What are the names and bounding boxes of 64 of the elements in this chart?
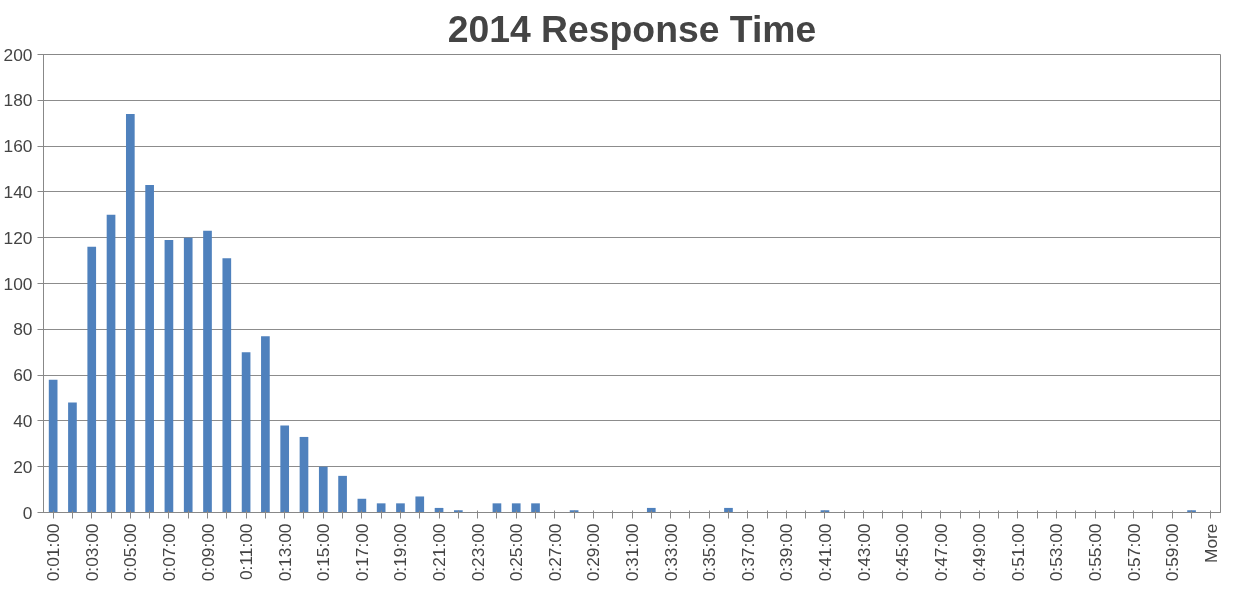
y-tick-label: 0 [22,502,33,523]
x-tick-label: 0:19:00 [390,523,411,582]
x-tick-label: 0:17:00 [351,523,372,582]
x-tick-label: 0:27:00 [544,523,565,582]
x-tick-label: 0:13:00 [274,523,295,582]
bar [125,114,135,513]
x-tick-label: 0:31:00 [622,523,642,582]
y-tick-label: 40 [13,410,33,431]
bar [68,402,77,513]
bar [164,239,174,513]
bar [106,214,116,513]
x-tick-label: 0:51:00 [1007,523,1028,582]
y-tick-label: 80 [13,319,33,340]
y-tick-label: 180 [3,90,33,111]
x-tick-label: More [1200,523,1221,563]
x-tick-label: 0:57:00 [1123,523,1144,582]
x-tick-label: 0:23:00 [467,523,488,582]
y-tick-label: 140 [3,181,33,202]
x-tick-label: 0:11:00 [236,523,257,581]
x-tick-label: 0:45:00 [892,523,913,582]
bar [145,185,154,513]
bar [222,258,232,513]
y-tick-label: 20 [13,456,33,477]
bar [415,496,425,513]
bar [87,246,97,513]
y-tick-label: 160 [3,136,33,157]
x-tick-label: 0:49:00 [969,523,990,582]
y-tick-label: 120 [3,227,33,248]
bar [280,425,290,513]
bar [241,352,251,513]
bar [48,379,58,513]
bar [396,503,405,513]
chart-title: 2014 Response Time [447,7,817,50]
bar [376,503,386,513]
y-tick-label: 100 [3,273,33,294]
x-tick-label: 0:29:00 [583,523,604,582]
y-tick-label: 60 [13,365,33,386]
x-tick-label: 0:07:00 [158,523,179,582]
x-tick-label: 0:35:00 [699,523,720,582]
x-tick-label: 0:39:00 [776,523,797,582]
x-tick-label: 0:47:00 [930,523,951,582]
x-tick-label: 0:25:00 [506,523,527,582]
x-tick-label: 0:37:00 [737,523,758,582]
bar [183,237,193,513]
x-tick-label: 0:05:00 [120,523,141,582]
x-tick-label: 0:41:00 [814,523,835,582]
x-tick-label: 0:53:00 [1046,523,1067,582]
bar [299,436,309,513]
x-tick-label: 0:59:00 [1162,523,1183,582]
x-tick-label: 0:03:00 [81,523,102,582]
y-tick-label: 200 [3,44,33,65]
bar [203,230,212,513]
x-tick-label: 0:55:00 [1085,523,1106,582]
x-tick-label: 0:01:00 [43,523,64,582]
x-tick-label: 0:33:00 [660,523,681,582]
bar [338,475,347,513]
bar [511,503,521,513]
bar [318,466,328,513]
bar [531,503,540,513]
x-tick-label: 0:15:00 [313,523,334,582]
x-tick-label: 0:09:00 [197,523,218,582]
x-tick-label: 0:21:00 [429,523,450,582]
bar [261,336,270,513]
x-tick-label: 0:43:00 [853,523,874,582]
